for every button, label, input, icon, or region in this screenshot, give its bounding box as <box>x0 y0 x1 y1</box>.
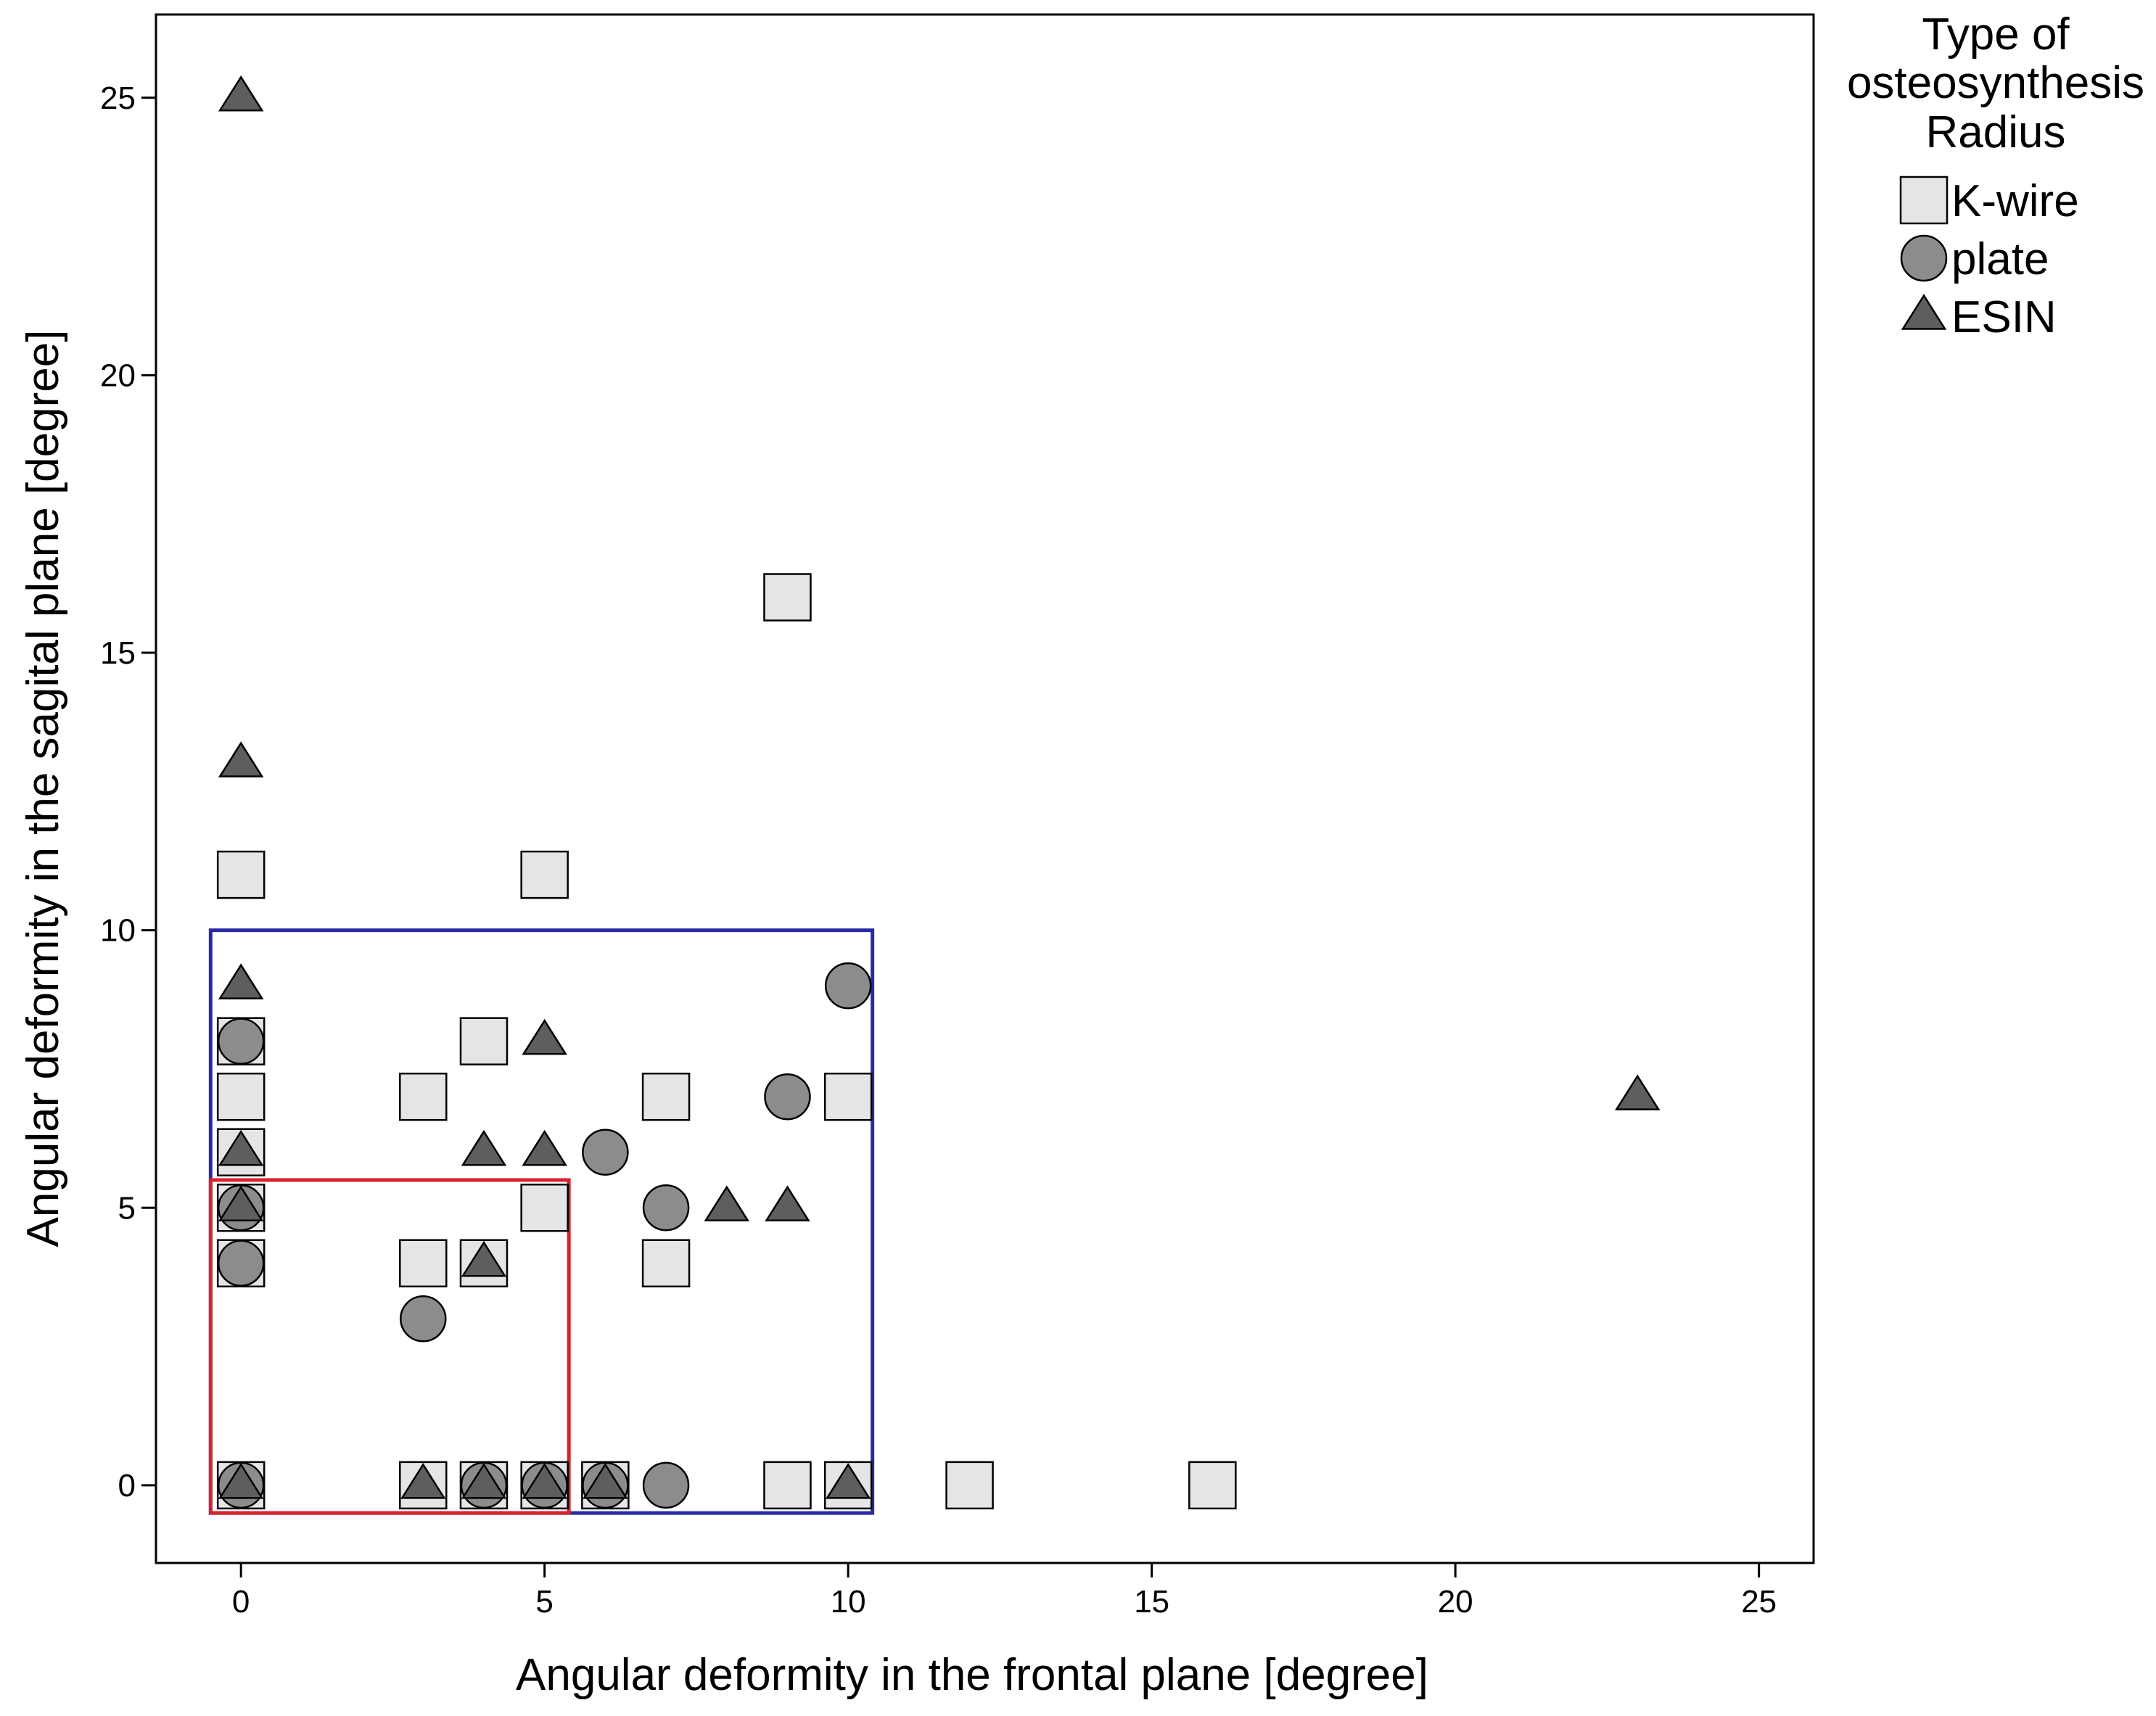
legend-label-plate: plate <box>1951 234 2049 284</box>
square-point-k-wire <box>945 1461 994 1510</box>
triangle-point-esin <box>522 1129 567 1166</box>
square-point-k-wire <box>459 1017 509 1065</box>
square-point-k-wire <box>641 1072 691 1121</box>
legend-label-esin: ESIN <box>1951 292 2057 342</box>
y-tick-label: 10 <box>100 913 136 949</box>
y-tick-label: 25 <box>100 81 136 116</box>
triangle-point-esin <box>218 1463 264 1499</box>
triangle-point-esin <box>218 75 264 112</box>
legend-swatch-esin <box>1901 294 1947 330</box>
triangle-point-esin <box>522 1463 567 1499</box>
square-point-k-wire <box>520 1184 569 1232</box>
annotation-layer <box>208 928 875 1515</box>
x-tick-label: 5 <box>535 1584 553 1620</box>
x-tick-label: 25 <box>1741 1584 1777 1620</box>
square-point-k-wire <box>399 1072 448 1121</box>
circle-point-plate <box>217 1018 265 1065</box>
triangle-point-esin <box>1615 1074 1661 1110</box>
square-point-k-wire <box>641 1239 691 1288</box>
triangle-point-esin <box>218 1185 264 1221</box>
x-tick-label: 10 <box>831 1584 866 1620</box>
triangle-point-esin <box>218 1129 264 1166</box>
square-point-k-wire <box>1188 1461 1237 1510</box>
triangle-point-esin <box>583 1463 628 1499</box>
x-tick-label: 20 <box>1438 1584 1473 1620</box>
legend-label-k-wire: K-wire <box>1951 176 2079 226</box>
x-tick-label: 0 <box>232 1584 250 1620</box>
y-axis: 0 5 10 15 20 25 <box>100 81 156 1503</box>
marks-layer <box>216 75 1661 1510</box>
square-point-k-wire <box>216 1072 266 1121</box>
highlight-box-red <box>208 1178 571 1515</box>
square-point-k-wire <box>763 573 812 622</box>
circle-point-plate <box>764 1073 811 1121</box>
legend-items: K-wire plate ESIN <box>1899 176 2079 342</box>
triangle-point-esin <box>522 1018 567 1055</box>
square-point-k-wire <box>520 850 569 899</box>
y-tick-label: 15 <box>100 635 136 671</box>
triangle-point-esin <box>825 1463 871 1499</box>
circle-point-plate <box>217 1239 265 1287</box>
y-tick-label: 5 <box>118 1190 136 1226</box>
circle-point-plate <box>582 1129 629 1176</box>
triangle-point-esin <box>704 1185 750 1221</box>
x-axis: 0 5 10 15 20 25 <box>232 1563 1777 1620</box>
y-tick-label: 20 <box>100 358 136 393</box>
square-point-k-wire <box>763 1461 812 1510</box>
legend-title-line-3: Radius <box>1926 107 2066 157</box>
triangle-point-esin <box>461 1463 507 1499</box>
x-axis-title: Angular deformity in the frontal plane [… <box>516 1650 1428 1700</box>
circle-point-plate <box>400 1295 447 1342</box>
circle-point-plate <box>824 962 872 1010</box>
legend-title-line-2: osteosynthesis <box>1847 58 2144 108</box>
y-axis-title: Angular deformity in the sagital plane [… <box>18 330 68 1247</box>
square-point-k-wire <box>216 850 266 899</box>
y-tick-label: 0 <box>118 1468 136 1503</box>
square-point-k-wire <box>399 1239 448 1288</box>
triangle-point-esin <box>400 1463 446 1499</box>
triangle-point-esin <box>218 963 264 999</box>
legend-swatch-plate <box>1900 234 1948 282</box>
triangle-point-esin <box>218 741 264 777</box>
x-tick-label: 15 <box>1134 1584 1169 1620</box>
triangle-point-esin <box>461 1129 507 1166</box>
legend-swatch-k-wire <box>1899 176 1949 225</box>
circle-point-plate <box>642 1461 690 1509</box>
legend: Type of osteosynthesis Radius K-wire plat… <box>1847 9 2144 342</box>
legend-title-line-1: Type of <box>1922 9 2070 59</box>
square-point-k-wire <box>823 1072 873 1121</box>
triangle-point-esin <box>461 1240 507 1277</box>
triangle-point-esin <box>765 1185 810 1221</box>
circle-point-plate <box>642 1184 690 1232</box>
